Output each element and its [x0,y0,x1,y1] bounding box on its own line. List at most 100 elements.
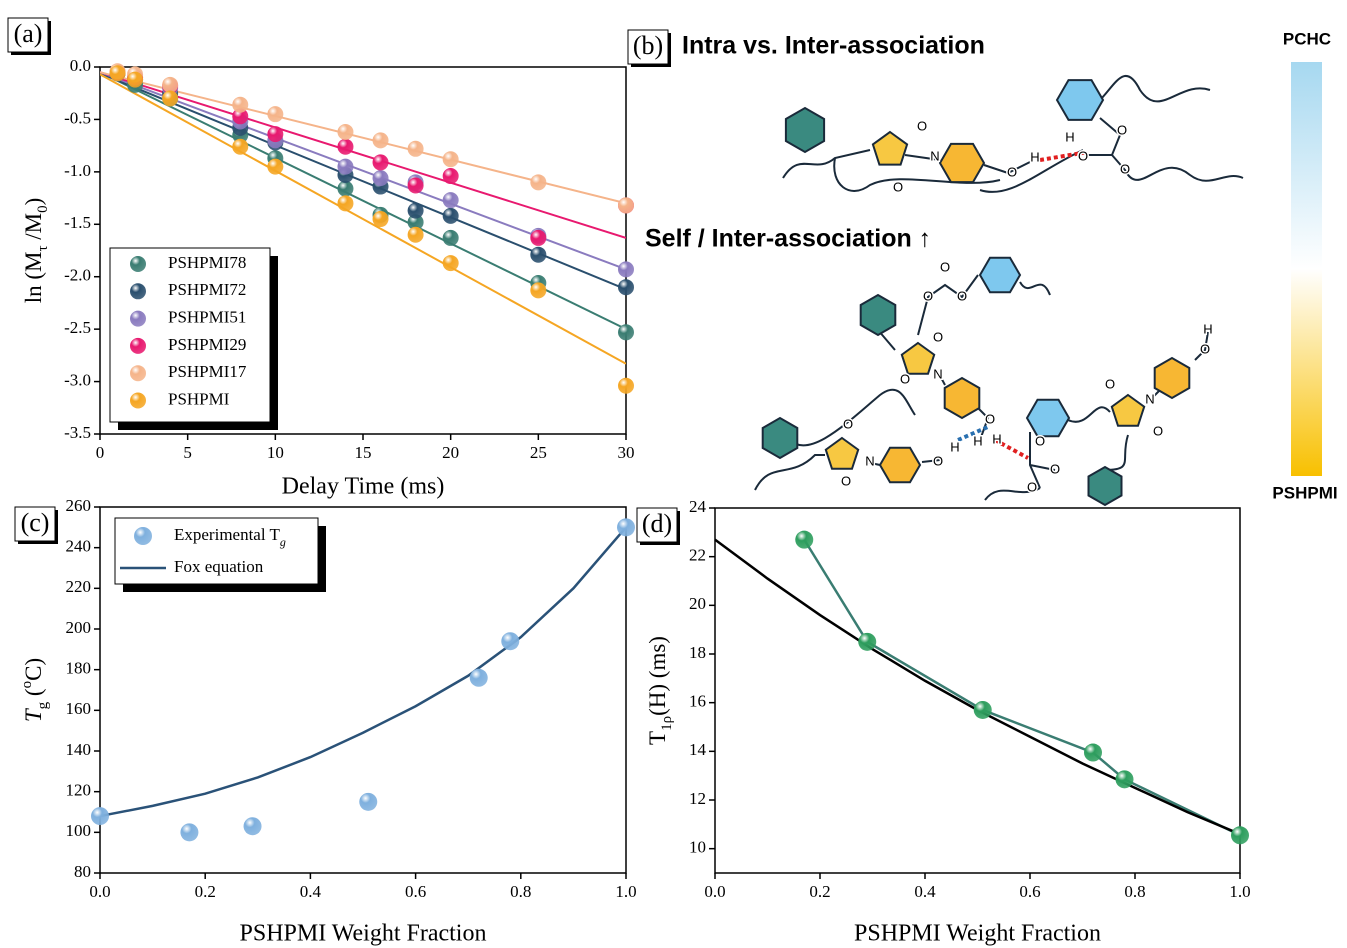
data-point [372,154,389,171]
fit-line [100,71,626,271]
hexagon-ring [943,376,981,420]
x-tick-label: 10 [267,443,284,462]
y-tick-label: -1.0 [64,161,91,180]
plot-data [714,530,1249,845]
y-tick-label: -1.5 [64,213,91,232]
data-point [359,792,378,811]
y-axis-title-part: T [645,731,670,745]
data-point [267,158,284,175]
atom-label: O [1035,433,1045,448]
atom-label: N [930,148,939,163]
chain [782,149,871,179]
atom-label: O [940,259,950,274]
hexagon-ring [1025,398,1071,438]
atom-label: O [1078,148,1088,163]
hexagon-ring [1087,465,1123,507]
panel-label: (d) [642,509,672,538]
data-point [407,214,424,231]
y-axis-title: ln (Mτ /M0) [21,198,51,304]
fit-line [100,73,626,365]
hexagon-ring [1153,356,1191,400]
data-point [337,180,354,197]
chain [1067,331,1209,423]
diagram-title: Intra vs. Inter-association [682,32,985,60]
data-point [162,90,179,107]
pentagon-ring [1110,393,1146,427]
y-tick-label: 14 [689,740,707,759]
y-axis-title-part: T [21,707,46,722]
y-tick-label: 140 [66,740,92,759]
x-tick-label: 1.0 [1229,882,1250,901]
data-point [618,261,634,278]
y-axis-title-part: ) [21,198,46,206]
legend-label-part: Experimental T [174,525,281,544]
x-tick-label: 0.0 [89,882,110,901]
x-axis-title: Delay Time (ms) [282,474,445,500]
x-tick-label: 20 [442,443,459,462]
data-point [232,138,249,155]
hexagon-ring [978,256,1022,294]
hbond [957,424,991,442]
y-axis-title-part: τ [35,245,51,251]
chain [789,388,916,447]
hexagon-ring [784,106,826,154]
atom-label: H [1203,321,1212,336]
legend-label: PSHPMI51 [168,308,246,327]
legend-label: Fox equation [174,557,264,576]
data-point [91,807,109,826]
y-tick-label: -2.0 [64,266,91,285]
data-point [372,211,389,228]
data-point [372,132,389,149]
color-bar [1291,62,1322,476]
data-point [530,229,547,246]
data-point [618,279,634,296]
data-point [1231,826,1249,845]
y-tick-label: 220 [66,577,92,596]
chain [984,432,1056,501]
data-point [337,158,354,175]
data-point [337,138,354,155]
chain [754,454,941,491]
hbond [1039,150,1089,162]
y-axis-title-part: ( [21,688,46,701]
x-tick-label: 0.6 [405,882,426,901]
legend-marker [130,337,146,354]
y-tick-label: 20 [689,594,706,613]
data-point [530,174,547,191]
y-tick-label: 180 [66,659,92,678]
data-point [1084,743,1102,762]
data-point [109,65,126,82]
y-axis-title-part: o [19,681,35,689]
data-point [337,124,354,141]
y-tick-label: -0.5 [64,108,91,127]
atom-label: O [1105,376,1115,391]
y-tick-label: 120 [66,781,92,800]
atom-label: O [917,118,927,133]
y-axis-title-part: 1ρ [659,716,675,731]
diagram-subtitle: Self / Inter-association ↑ [645,225,931,253]
x-tick-label: 25 [530,443,547,462]
data-point [973,700,992,719]
fit-line [100,71,626,205]
data-point [407,202,424,219]
data-point [795,530,814,549]
y-tick-label: 12 [689,789,706,808]
atom-label: H [992,431,1001,446]
atom-label: O [843,416,853,431]
panel-label-box [7,17,49,53]
x-tick-label: 0.8 [510,882,531,901]
atom-label: O [933,453,943,468]
y-tick-label: 240 [66,537,92,556]
chain [904,154,1031,175]
atom-label: O [893,179,903,194]
data-point [618,197,634,214]
atom-label: O [841,473,851,488]
x-tick-label: 15 [355,443,372,462]
data-point [618,324,634,341]
legend-marker [130,256,146,272]
atom-label: H [973,433,982,448]
y-tick-label: 18 [689,643,706,662]
atom-label: O [900,371,910,386]
legend-label: PSHPMI72 [168,280,246,299]
data-point [442,207,459,224]
